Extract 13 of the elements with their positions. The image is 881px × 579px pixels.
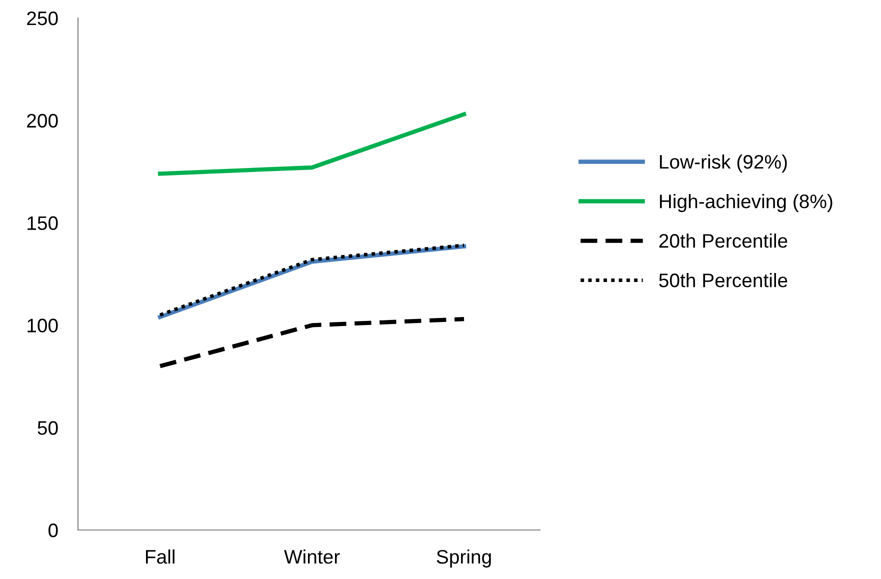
x-tick-label: Fall — [146, 549, 174, 564]
y-tick-label: 250 — [27, 11, 58, 26]
y-tick-label: 200 — [27, 114, 58, 128]
legend-label: 20th Percentile — [659, 233, 788, 248]
y-tick-label: 100 — [28, 318, 58, 332]
x-tick-label: Spring — [436, 549, 491, 568]
y-tick-label: 0 — [48, 523, 58, 538]
y-tick-label: 150 — [28, 216, 58, 230]
legend-label: 50th Percentile — [659, 273, 788, 288]
y-tick-label: 50 — [38, 421, 58, 435]
x-tick-label: Winter — [284, 549, 340, 564]
legend-label: Low-risk (92%) — [660, 154, 787, 173]
legend-label: High-achieving (8%) — [660, 194, 832, 212]
